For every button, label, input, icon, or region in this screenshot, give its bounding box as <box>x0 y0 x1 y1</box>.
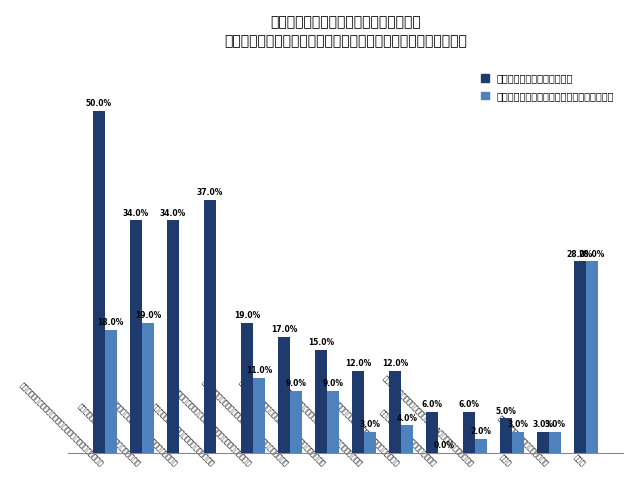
Title: 学校ではどのような指導がありますか。
実施しているもの、浸透しているものについて答えてください。: 学校ではどのような指導がありますか。 実施しているもの、浸透しているものについて… <box>224 15 467 49</box>
Legend: 実施している（いくつでも）, その中で浸透していると思う（いくつでも）: 実施している（いくつでも）, その中で浸透していると思う（いくつでも） <box>477 69 618 105</box>
Bar <box>105 330 117 453</box>
Text: 9.0%: 9.0% <box>322 379 343 388</box>
Text: 3.0%: 3.0% <box>544 420 565 429</box>
Text: 4.0%: 4.0% <box>396 414 417 423</box>
Text: 34.0%: 34.0% <box>123 209 149 218</box>
Text: 50.0%: 50.0% <box>86 99 112 108</box>
Bar <box>426 412 438 453</box>
Text: 17.0%: 17.0% <box>271 325 297 334</box>
Bar <box>290 391 302 453</box>
Bar <box>204 200 216 453</box>
Text: 15.0%: 15.0% <box>308 338 334 348</box>
Text: 9.0%: 9.0% <box>285 379 306 388</box>
Text: 11.0%: 11.0% <box>246 366 272 375</box>
Text: 19.0%: 19.0% <box>135 311 161 320</box>
Bar <box>142 323 154 453</box>
Text: 18.0%: 18.0% <box>98 318 124 327</box>
Bar <box>475 439 487 453</box>
Text: 3.0%: 3.0% <box>533 420 554 429</box>
Bar <box>574 261 586 453</box>
Bar <box>549 432 561 453</box>
Text: 28.0%: 28.0% <box>579 250 605 259</box>
Text: 12.0%: 12.0% <box>345 359 371 368</box>
Bar <box>93 111 105 453</box>
Text: 37.0%: 37.0% <box>197 188 223 197</box>
Bar <box>315 350 327 453</box>
Bar <box>500 418 512 453</box>
Text: 0.0%: 0.0% <box>433 441 454 450</box>
Bar <box>130 220 142 453</box>
Bar <box>586 261 598 453</box>
Text: 6.0%: 6.0% <box>459 400 480 409</box>
Bar <box>512 432 524 453</box>
Text: 3.0%: 3.0% <box>507 420 528 429</box>
Text: 12.0%: 12.0% <box>382 359 408 368</box>
Text: 3.0%: 3.0% <box>359 420 380 429</box>
Bar <box>241 323 253 453</box>
Bar <box>352 371 364 453</box>
Bar <box>364 432 376 453</box>
Bar <box>278 336 290 453</box>
Bar <box>327 391 339 453</box>
Bar <box>167 220 179 453</box>
Text: 28.0%: 28.0% <box>567 250 593 259</box>
Bar <box>401 425 413 453</box>
Text: 19.0%: 19.0% <box>234 311 260 320</box>
Bar <box>389 371 401 453</box>
Bar <box>463 412 475 453</box>
Text: 5.0%: 5.0% <box>496 407 516 416</box>
Text: 34.0%: 34.0% <box>160 209 186 218</box>
Text: 6.0%: 6.0% <box>422 400 443 409</box>
Bar <box>537 432 549 453</box>
Text: 2.0%: 2.0% <box>470 427 491 436</box>
Bar <box>253 377 265 453</box>
